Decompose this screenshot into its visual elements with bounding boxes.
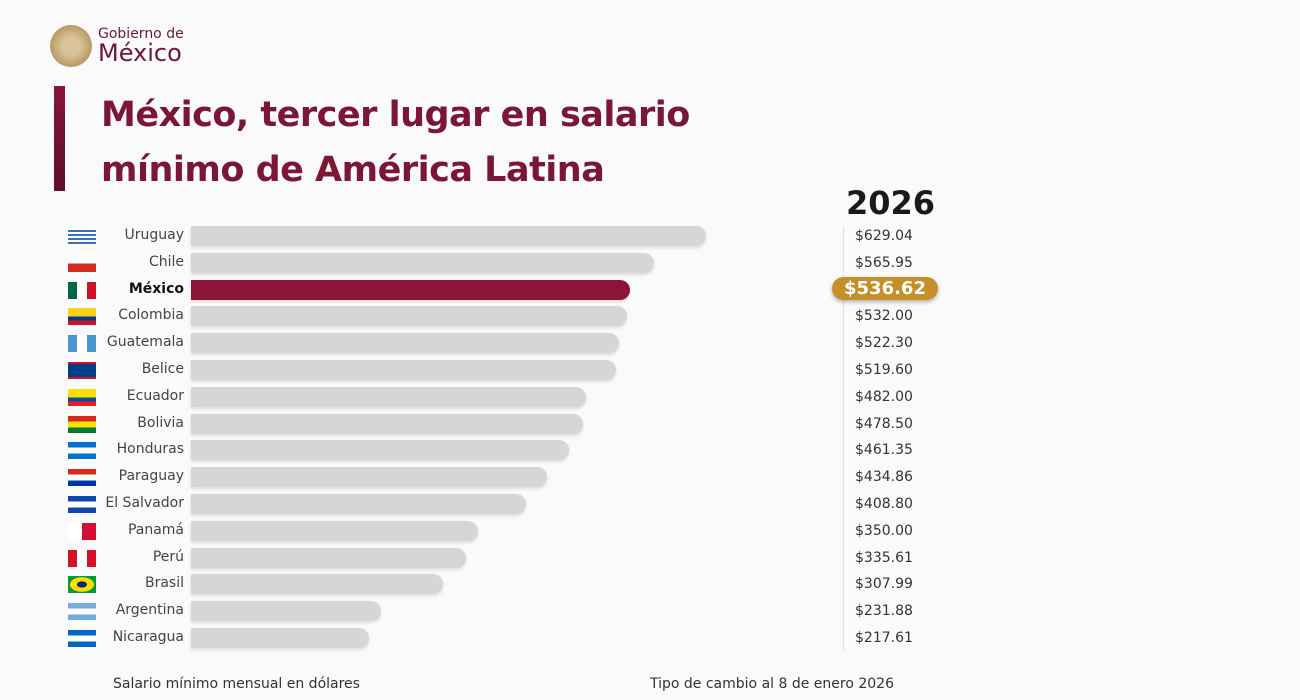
value-label: $461.35	[855, 442, 913, 459]
value-label: $565.95	[855, 254, 913, 271]
flag-icon	[68, 496, 96, 513]
bar	[191, 413, 583, 434]
bar	[191, 252, 655, 273]
bar-row-panamá: Panamá $350.00	[0, 519, 1300, 546]
country-label: Panamá	[127, 521, 184, 538]
chart-title: México, tercer lugar en salario mínimo d…	[101, 95, 690, 190]
flag-icon	[68, 522, 96, 540]
value-label: $536.62	[832, 276, 938, 300]
bar	[191, 386, 586, 407]
flag-icon	[68, 228, 96, 245]
flag-icon	[68, 362, 96, 379]
value-label: $482.00	[855, 388, 913, 405]
bar-row-perú: Perú $335.61	[0, 546, 1300, 573]
divider	[843, 226, 844, 651]
flag-icon	[68, 576, 96, 594]
bar-row-bolivia: Bolivia $478.50	[0, 412, 1300, 439]
country-label: Honduras	[116, 441, 184, 458]
country-label: Belice	[141, 361, 184, 377]
value-label: $307.99	[855, 576, 913, 593]
column-header-year: 2026	[846, 184, 936, 222]
country-label: El Salvador	[105, 495, 184, 511]
flag-icon	[68, 549, 96, 567]
country-label: Uruguay	[124, 227, 185, 243]
bar-row-brasil: Brasil $307.99	[0, 572, 1300, 599]
flag-icon	[68, 603, 96, 621]
bar-row-honduras: Honduras $461.35	[0, 438, 1300, 465]
country-label: Chile	[148, 253, 184, 270]
country-label: Paraguay	[118, 468, 184, 485]
bar-row-belice: Belice $519.60	[0, 358, 1300, 385]
bar	[191, 494, 526, 514]
value-label: $231.88	[855, 603, 913, 620]
value-label: $519.60	[855, 362, 913, 378]
national-seal-icon	[50, 25, 92, 67]
country-label: Guatemala	[106, 334, 184, 351]
flag-icon	[68, 335, 96, 353]
value-label: $408.80	[855, 496, 913, 512]
value-label: $629.04	[855, 228, 913, 244]
bar	[191, 628, 370, 648]
country-label: Perú	[152, 548, 184, 565]
value-label: $434.86	[855, 469, 913, 486]
bar-row-argentina: Argentina $231.88	[0, 599, 1300, 626]
country-label: Nicaragua	[112, 629, 184, 645]
flag-icon	[68, 630, 96, 647]
footer-note-right: Tipo de cambio al 8 de enero 2026	[650, 676, 894, 692]
country-label: Ecuador	[126, 387, 184, 404]
flag-icon	[68, 254, 96, 272]
bar-row-méxico: México $536.62	[0, 276, 1300, 305]
logo-line1: Gobierno de	[98, 26, 184, 42]
flag-icon	[68, 469, 96, 487]
bar-row-el-salvador: El Salvador $408.80	[0, 492, 1300, 519]
bar	[191, 520, 478, 541]
flag-icon	[68, 415, 96, 433]
bar	[191, 333, 619, 354]
country-label: Bolivia	[137, 414, 184, 431]
country-label: Argentina	[115, 602, 184, 619]
value-label: $478.50	[855, 415, 913, 432]
value-label: $350.00	[855, 522, 913, 539]
country-label: Brasil	[144, 575, 184, 592]
value-label: $335.61	[855, 549, 913, 566]
bar	[191, 306, 627, 327]
bar-row-paraguay: Paraguay $434.86	[0, 465, 1300, 492]
value-label: $532.00	[855, 308, 913, 325]
bar-row-chile: Chile $565.95	[0, 251, 1300, 278]
bar-row-guatemala: Guatemala $522.30	[0, 331, 1300, 358]
bar-row-nicaragua: Nicaragua $217.61	[0, 626, 1300, 653]
bar-row-ecuador: Ecuador $482.00	[0, 385, 1300, 412]
gobierno-de-mexico-logo: Gobierno de México	[50, 25, 184, 67]
country-label: México	[128, 280, 184, 297]
bar	[191, 226, 706, 246]
country-label: Colombia	[118, 307, 184, 324]
bar	[191, 467, 548, 488]
value-label: $522.30	[855, 335, 913, 352]
bar	[191, 279, 631, 300]
flag-icon	[68, 442, 96, 460]
flag-icon	[68, 308, 96, 326]
bar-row-uruguay: Uruguay $629.04	[0, 224, 1300, 251]
footer-note-left: Salario mínimo mensual en dólares	[113, 676, 360, 692]
bar-row-colombia: Colombia $532.00	[0, 304, 1300, 331]
bar	[191, 601, 381, 622]
bar	[191, 360, 617, 380]
flag-icon	[68, 281, 96, 299]
bar	[191, 547, 466, 568]
bar	[191, 574, 444, 595]
logo-line2: México	[98, 39, 182, 67]
flag-icon	[68, 388, 96, 406]
title-accent-bar	[54, 86, 65, 191]
value-label: $217.61	[855, 630, 913, 646]
bar	[191, 440, 569, 461]
